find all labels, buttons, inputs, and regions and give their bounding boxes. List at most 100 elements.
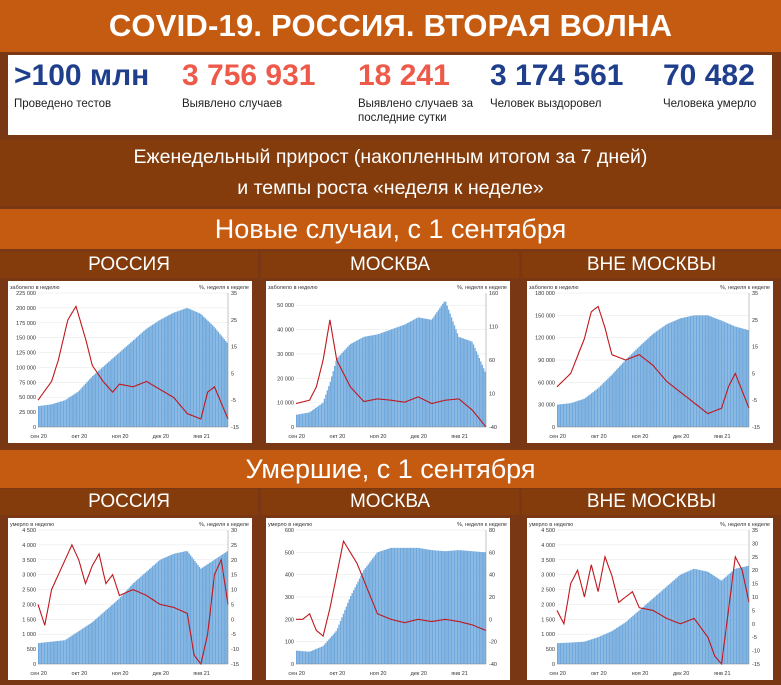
bar [350, 343, 352, 427]
y-tick-label: 200 000 [16, 306, 36, 312]
bar [163, 317, 166, 427]
x-tick-label: янв 21 [451, 671, 468, 677]
bar [735, 568, 738, 664]
bar [168, 555, 170, 664]
bar [617, 367, 619, 427]
bar [653, 597, 655, 664]
growth-rate-line [37, 543, 229, 666]
subtitle-line-1: Еженедельный прирост (накопленным итогом… [133, 146, 648, 168]
bar [559, 404, 562, 427]
x-tick-label: окт 20 [72, 434, 88, 440]
bar [720, 580, 723, 664]
header-russia-deaths: РОССИЯ [0, 489, 258, 515]
y-tick-label: 180 000 [535, 291, 555, 297]
bar [663, 588, 665, 664]
bar [171, 313, 173, 427]
bar [216, 558, 218, 664]
bar [341, 617, 343, 664]
bar [561, 404, 563, 427]
y2-tick-label: 5 [752, 371, 755, 377]
bar [386, 549, 388, 664]
bar [99, 615, 101, 664]
bar [45, 642, 47, 664]
bar [449, 313, 451, 427]
x-tick-label: сен 20 [30, 671, 47, 677]
bar [192, 310, 195, 427]
y2-tick-label: 30 [752, 541, 758, 547]
bar [152, 566, 154, 664]
bar [312, 410, 314, 427]
x-tick-label: сен 20 [549, 434, 566, 440]
bar [737, 568, 739, 664]
bar [676, 577, 678, 664]
bar [303, 651, 305, 664]
bar [111, 359, 113, 427]
bar [95, 373, 97, 427]
bar [358, 339, 361, 427]
y2-tick-label: 20 [752, 568, 758, 574]
bar [446, 305, 448, 427]
bar [715, 318, 717, 427]
bar [704, 315, 707, 427]
y-tick-label: 400 [285, 573, 294, 579]
y2-tick-label: 15 [231, 345, 237, 351]
bar [181, 552, 183, 664]
bar [336, 628, 339, 664]
bar [641, 344, 643, 427]
bar [417, 547, 419, 664]
bar [307, 412, 310, 427]
bar [747, 565, 749, 664]
bar [332, 371, 334, 427]
bar [165, 557, 167, 664]
bar [97, 370, 100, 427]
bar [679, 574, 681, 664]
bar [379, 333, 381, 427]
bar [562, 642, 565, 664]
bar [366, 336, 368, 427]
bar [408, 547, 410, 664]
bar [59, 640, 62, 664]
bar [67, 638, 69, 664]
bar [178, 552, 180, 664]
bar [220, 335, 223, 427]
bar [194, 561, 196, 664]
bar [335, 631, 337, 664]
bar [360, 575, 362, 664]
stat-recovered: 3 174 561 Человек выздоровел [490, 55, 623, 111]
y-tick-label: 100 000 [16, 365, 36, 371]
y2-tick-label: 60 [489, 550, 495, 556]
bar [707, 315, 709, 427]
bar [642, 606, 644, 664]
bar [644, 605, 646, 664]
bar [329, 637, 331, 664]
x-tick-label: сен 20 [288, 671, 305, 677]
bar [68, 637, 71, 664]
y2-tick-label: -5 [231, 398, 236, 404]
bar [100, 614, 103, 664]
bar [58, 402, 60, 427]
bar [614, 628, 616, 664]
bar [666, 586, 668, 664]
bar [557, 404, 559, 427]
bar [414, 547, 416, 664]
x-tick-label: окт 20 [330, 434, 346, 440]
bar [717, 578, 720, 664]
bar [478, 358, 481, 427]
bar [319, 404, 321, 427]
bar [225, 340, 227, 427]
y2-tick-label: -15 [231, 425, 239, 431]
bar [658, 329, 661, 427]
bar [583, 398, 585, 427]
bar [71, 395, 73, 427]
bar [57, 640, 59, 664]
bar [445, 301, 447, 427]
bar [336, 357, 339, 427]
bar [187, 551, 189, 664]
stat-cases: 3 756 931 Выявлено случаев [182, 55, 315, 111]
bar [613, 372, 615, 427]
bar [211, 560, 214, 664]
y2-axis-label: %, неделя к неделе [457, 285, 507, 291]
bar [146, 571, 148, 664]
bar [300, 651, 302, 664]
chart-russia-cases: заболело в неделю %, неделя к неделе 0 25 0… [8, 281, 252, 443]
